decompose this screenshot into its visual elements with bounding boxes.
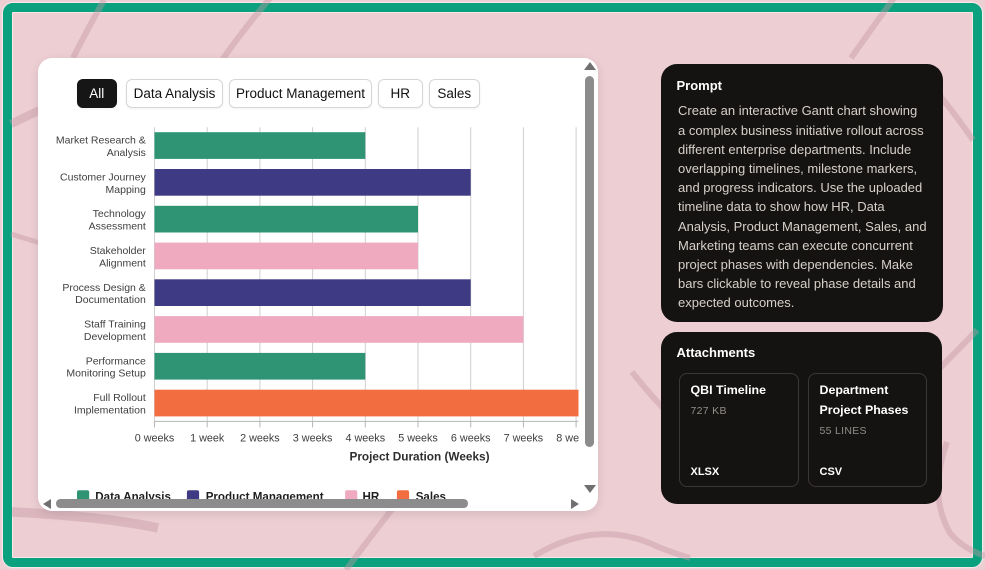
- svg-text:Documentation: Documentation: [75, 294, 146, 306]
- svg-text:Mapping: Mapping: [105, 183, 145, 195]
- svg-text:0 weeks: 0 weeks: [134, 432, 174, 444]
- svg-text:4 weeks: 4 weeks: [345, 432, 385, 444]
- svg-text:Staff Training: Staff Training: [84, 318, 146, 330]
- svg-text:Monitoring Setup: Monitoring Setup: [66, 367, 146, 379]
- svg-text:Project Duration (Weeks): Project Duration (Weeks): [349, 449, 489, 463]
- svg-text:5 weeks: 5 weeks: [398, 432, 438, 444]
- svg-text:2 weeks: 2 weeks: [240, 432, 280, 444]
- svg-text:Development: Development: [83, 330, 145, 342]
- svg-text:1 week: 1 week: [190, 432, 225, 444]
- svg-text:3 weeks: 3 weeks: [292, 432, 332, 444]
- svg-text:Performance: Performance: [85, 355, 145, 367]
- svg-text:6 weeks: 6 weeks: [450, 432, 490, 444]
- svg-text:Stakeholder: Stakeholder: [89, 245, 146, 257]
- svg-text:Process Design &: Process Design &: [62, 281, 145, 293]
- svg-text:Full Rollout: Full Rollout: [93, 392, 146, 404]
- svg-text:8 weeks: 8 weeks: [556, 432, 596, 444]
- svg-text:Implementation: Implementation: [74, 404, 146, 416]
- svg-text:Customer Journey: Customer Journey: [60, 171, 147, 183]
- svg-text:Assessment: Assessment: [88, 220, 145, 232]
- svg-text:Analysis: Analysis: [106, 147, 145, 159]
- svg-text:Technology: Technology: [92, 208, 146, 220]
- svg-text:7 weeks: 7 weeks: [503, 432, 543, 444]
- svg-text:Market Research &: Market Research &: [55, 134, 145, 146]
- svg-text:Alignment: Alignment: [99, 257, 146, 269]
